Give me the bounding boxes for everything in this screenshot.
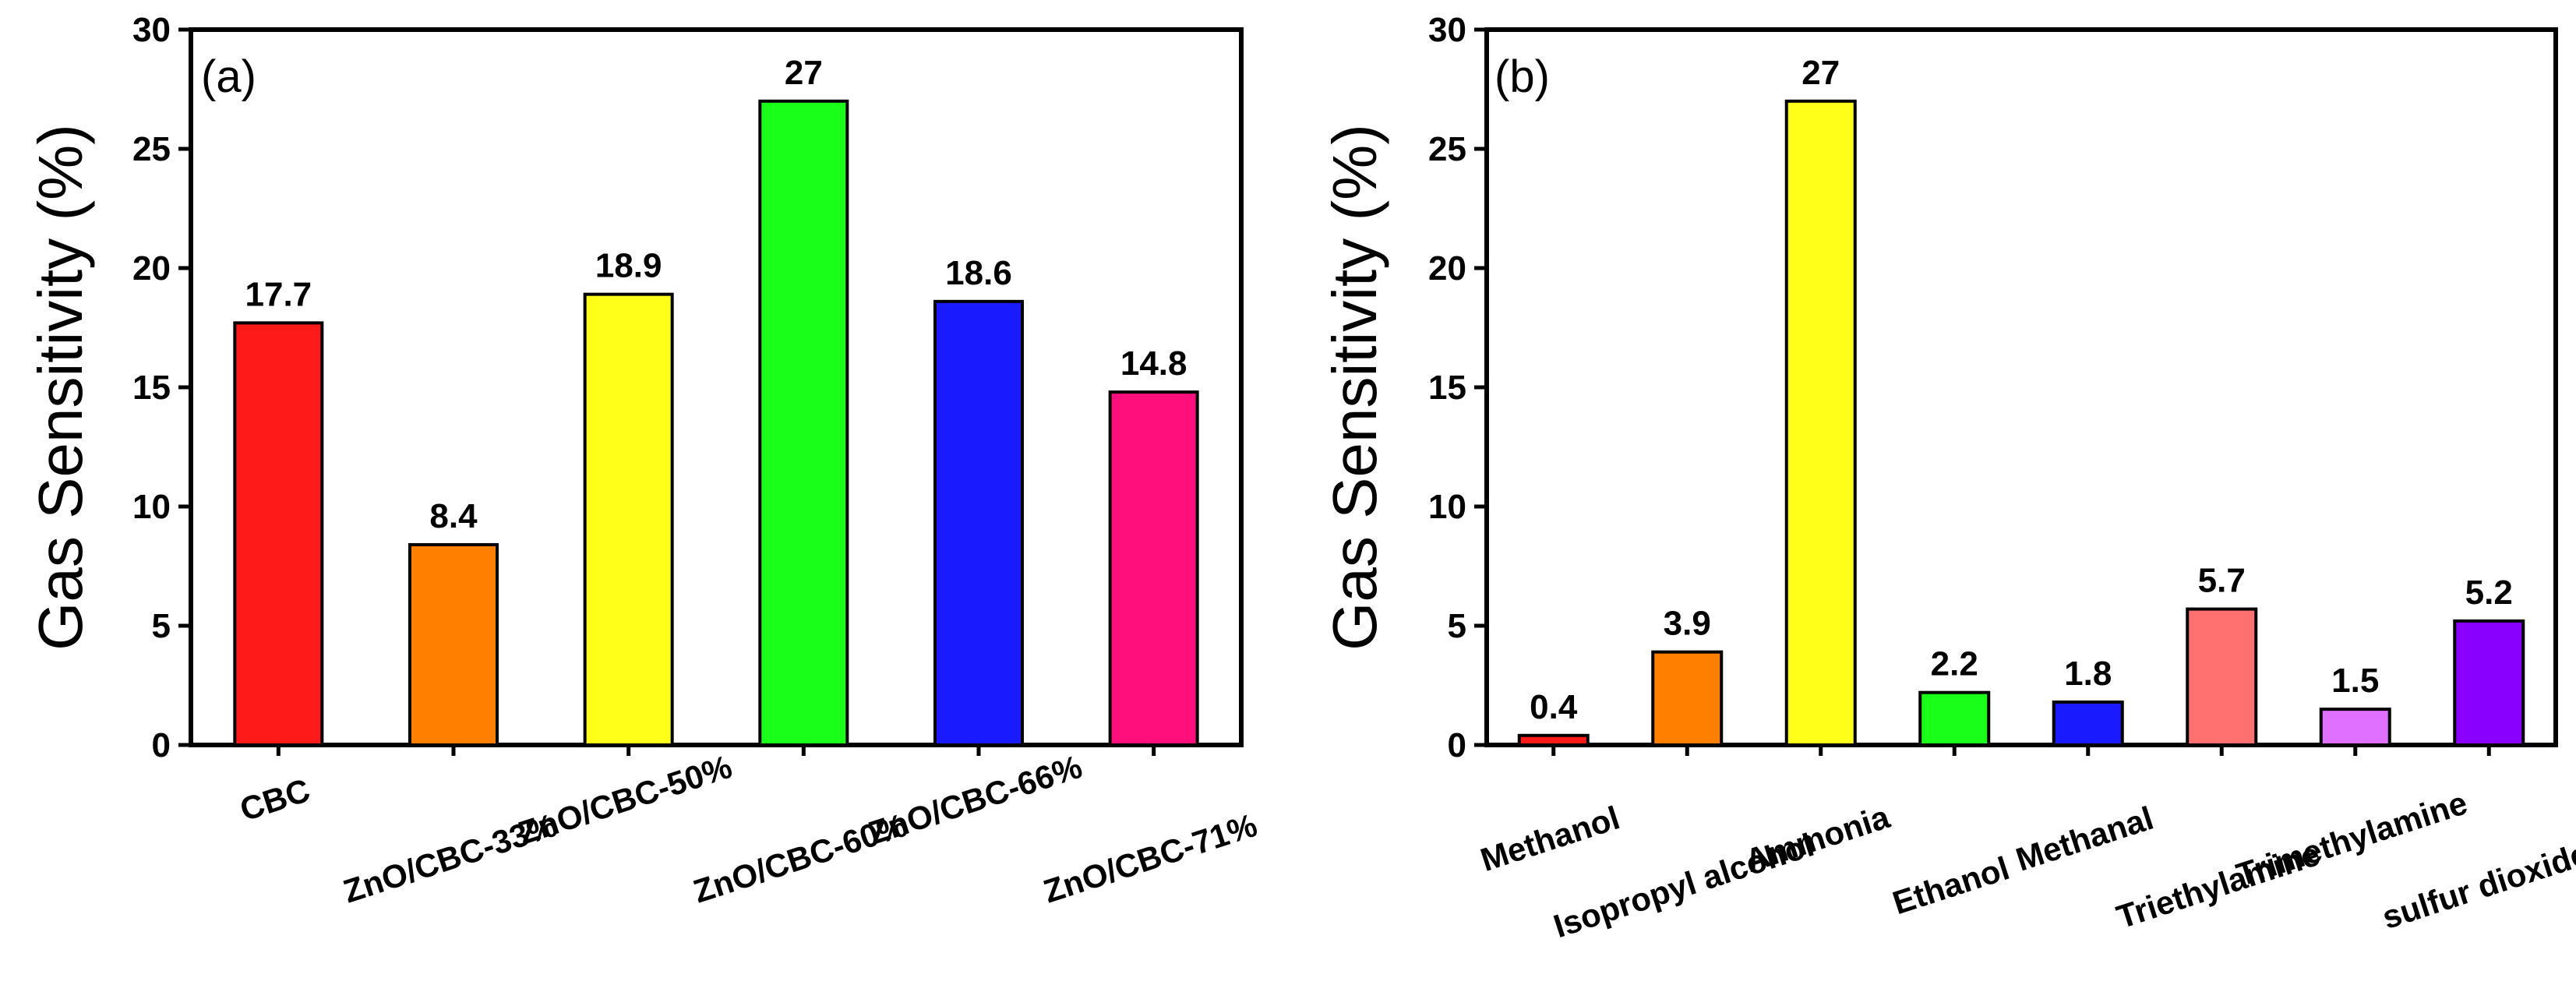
bars-a: 17.7CBC8.4ZnO/CBC-33%18.9ZnO/CBC-50%27Zn… xyxy=(233,54,1262,910)
data-label: 5.7 xyxy=(2198,562,2246,600)
panel-label-a: (a) xyxy=(201,51,256,102)
y-tick-label: 5 xyxy=(1448,607,1466,645)
category-label: Methanal xyxy=(2011,800,2158,878)
data-label: 18.6 xyxy=(945,254,1012,292)
category-label: Trimethylamine xyxy=(2232,784,2472,893)
data-label: 27 xyxy=(785,54,823,92)
chart-panel-a: (a) Gas Sensitivity (%) 0 5 10 15 20 25 30 17.… xyxy=(26,11,1262,910)
data-label: 18.9 xyxy=(595,247,662,285)
category-label: ZnO/CBC-66% xyxy=(864,748,1086,852)
y-tick-label: 20 xyxy=(132,249,171,288)
data-label: 1.5 xyxy=(2331,662,2379,700)
data-label: 5.2 xyxy=(2465,574,2513,612)
plot-frame-a xyxy=(189,27,1244,747)
bar xyxy=(1918,690,1991,747)
y-tick-label: 25 xyxy=(132,130,171,168)
y-tick-label: 5 xyxy=(152,607,171,645)
data-label: 3.9 xyxy=(1664,605,1711,643)
bar xyxy=(233,321,324,747)
category-label: sulfur dioxide xyxy=(2378,835,2576,936)
bar xyxy=(2453,619,2525,747)
bar xyxy=(2319,708,2391,747)
y-tick-label: 25 xyxy=(1428,130,1466,168)
category-label: ZnO/CBC-71% xyxy=(1039,807,1262,910)
bar xyxy=(1784,99,1857,747)
bar xyxy=(2052,700,2124,747)
data-label: 2.2 xyxy=(1931,645,1978,683)
category-label: Ammonia xyxy=(1741,798,1894,879)
y-tick-label: 30 xyxy=(132,11,171,49)
y-tick-label: 15 xyxy=(132,369,171,407)
bar xyxy=(1651,650,1724,747)
data-label: 14.8 xyxy=(1120,344,1187,383)
y-tick-label: 0 xyxy=(1448,726,1466,764)
bar xyxy=(758,99,849,747)
y-ticks-a: 0 5 10 15 20 25 30 xyxy=(132,11,1156,764)
y-tick-label: 10 xyxy=(132,488,171,526)
y-axis-title-a: Gas Sensitivity (%) xyxy=(26,124,95,651)
bar xyxy=(408,542,499,747)
bar xyxy=(1108,390,1199,747)
y-ticks-b: 0 5 10 15 20 25 30 xyxy=(1428,11,2491,764)
category-label: Methanol xyxy=(1476,799,1624,878)
bar xyxy=(1517,733,1590,747)
data-label: 17.7 xyxy=(245,275,312,313)
y-tick-label: 15 xyxy=(1428,369,1466,407)
panel-label-b: (b) xyxy=(1494,51,1550,102)
category-label: Ethanol xyxy=(1888,849,2013,921)
data-label: 27 xyxy=(1801,54,1840,92)
bar xyxy=(2186,607,2258,747)
y-tick-label: 30 xyxy=(1428,11,1466,49)
plot-frame-b xyxy=(1484,27,2558,747)
y-axis-title-b: Gas Sensitivity (%) xyxy=(1320,124,1389,651)
data-label: 0.4 xyxy=(1530,688,1578,726)
y-tick-label: 10 xyxy=(1428,488,1466,526)
chart-panel-b: (b) Gas Sensitivity (%) 0 5 10 15 20 25 30 0.4… xyxy=(1320,11,2576,944)
y-tick-label: 0 xyxy=(152,726,171,764)
data-label: 8.4 xyxy=(429,497,478,535)
category-label: ZnO/CBC-50% xyxy=(514,748,736,852)
data-label: 1.8 xyxy=(2064,655,2112,693)
bar xyxy=(583,292,674,747)
y-tick-label: 20 xyxy=(1428,249,1466,288)
bar xyxy=(933,299,1024,747)
category-label: CBC xyxy=(235,771,314,828)
